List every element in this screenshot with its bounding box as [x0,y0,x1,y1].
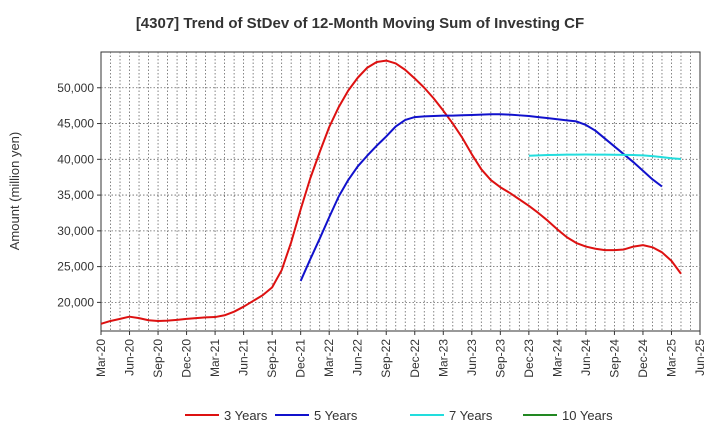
x-tick-label: Mar-23 [436,339,450,377]
y-axis-title: Amount (million yen) [7,132,22,251]
plot-area [100,51,701,332]
x-axis: Mar-20 Jun-20 Sep-20 Dec-20 Mar-21 Jun-21 Sep-… [94,331,707,378]
y-tick-label: 35,000 [57,188,94,202]
legend-label: 10 Years [562,408,613,423]
x-tick-label: Mar-21 [208,339,222,377]
series-lines [100,59,682,325]
x-tick-label: Sep-20 [151,339,165,378]
plot-frame [100,51,701,332]
legend-label: 7 Years [449,408,493,423]
legend: 3 Years 5 Years 7 Years 10 Years [185,408,613,423]
x-tick-label: Sep-23 [493,339,507,378]
series-line-3-years [100,59,682,325]
y-tick-label: 20,000 [57,295,94,309]
x-tick-label: Mar-20 [94,339,108,377]
x-tick-label: Jun-24 [579,339,593,376]
x-tick-label: Sep-22 [379,339,393,378]
x-tick-label: Mar-25 [664,339,678,377]
x-tick-label: Jun-20 [123,339,137,376]
legend-label: 3 Years [224,408,268,423]
y-axis: 20,000 25,000 30,000 35,000 40,000 45,000 50,0… [57,81,101,309]
x-tick-label: Jun-21 [237,339,251,376]
y-tick-label: 30,000 [57,224,94,238]
series-line-7-years [528,153,682,160]
x-tick-label: Jun-22 [351,339,365,376]
x-tick-label: Jun-25 [693,339,707,376]
x-tick-label: Dec-24 [636,339,650,378]
x-tick-label: Jun-23 [465,339,479,376]
x-tick-label: Sep-21 [265,339,279,378]
x-tick-label: Mar-24 [550,339,564,377]
series-line-5-years [299,113,663,282]
x-tick-label: Sep-24 [607,339,621,378]
legend-label: 5 Years [314,408,358,423]
x-tick-label: Mar-22 [322,339,336,377]
x-tick-label: Dec-22 [408,339,422,378]
y-tick-label: 45,000 [57,117,94,131]
x-tick-label: Dec-20 [180,339,194,378]
y-tick-label: 40,000 [57,152,94,166]
y-tick-label: 50,000 [57,81,94,95]
x-tick-label: Dec-23 [522,339,536,378]
x-tick-label: Dec-21 [294,339,308,378]
chart-title: [4307] Trend of StDev of 12-Month Moving… [136,15,584,32]
y-tick-label: 25,000 [57,260,94,274]
